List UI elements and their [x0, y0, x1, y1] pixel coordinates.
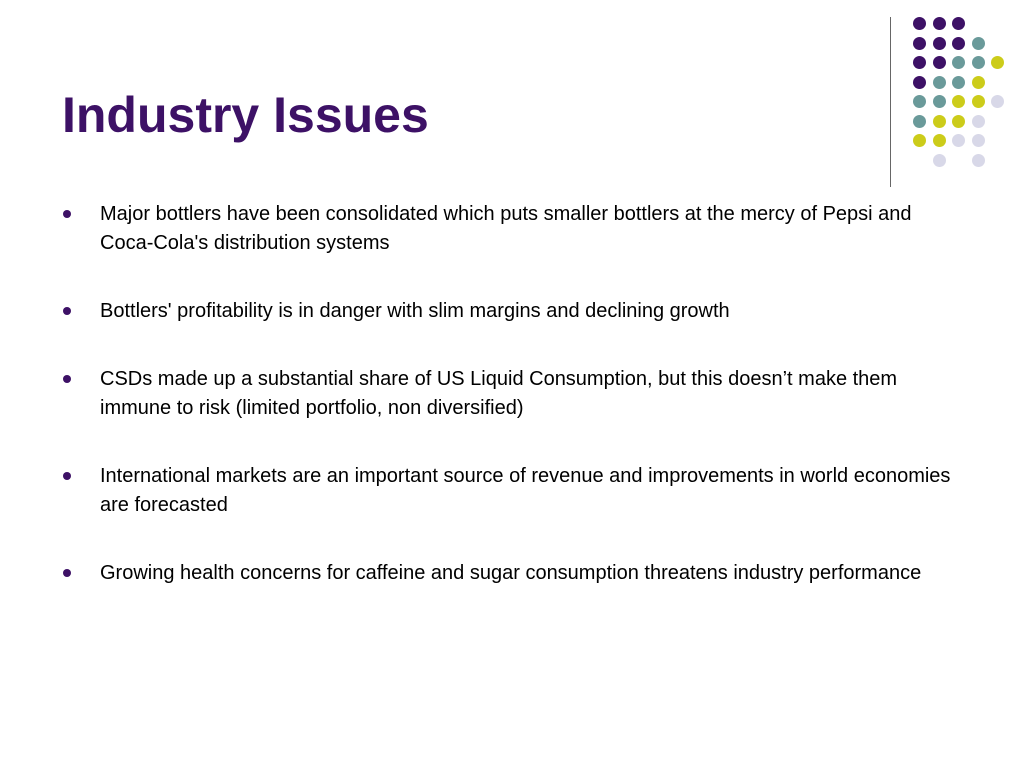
decorative-dot	[952, 76, 965, 89]
bullet-item: Bottlers' profitability is in danger wit…	[62, 297, 962, 326]
decorative-dot	[972, 134, 985, 147]
decorative-dot	[933, 154, 946, 167]
decorative-dot	[972, 95, 985, 108]
bullet-text: Growing health concerns for caffeine and…	[100, 562, 922, 584]
decorative-dot	[913, 95, 926, 108]
decorative-dot	[913, 76, 926, 89]
decorative-dot	[933, 17, 946, 30]
decorative-dot	[952, 56, 965, 69]
decorative-dot	[952, 115, 965, 128]
decorative-dot	[972, 56, 985, 69]
decorative-dot	[991, 95, 1004, 108]
decorative-dot	[972, 154, 985, 167]
bullet-item: International markets are an important s…	[62, 462, 962, 520]
decorative-dot	[933, 134, 946, 147]
decorative-dot	[933, 95, 946, 108]
decorative-dot	[952, 95, 965, 108]
decorative-dot	[913, 134, 926, 147]
decorative-dot	[972, 115, 985, 128]
bullet-icon	[63, 375, 71, 383]
decorative-dot	[972, 76, 985, 89]
decorative-dot	[933, 37, 946, 50]
decorative-dot	[952, 17, 965, 30]
bullet-item: Major bottlers have been consolidated wh…	[62, 200, 962, 258]
dot-grid-decoration	[0, 0, 1024, 200]
bullet-icon	[63, 472, 71, 480]
bullet-text: CSDs made up a substantial share of US L…	[100, 368, 898, 419]
decorative-dot	[913, 115, 926, 128]
decorative-dot	[913, 56, 926, 69]
decorative-dot	[913, 37, 926, 50]
bullet-icon	[63, 307, 71, 315]
decorative-dot	[972, 37, 985, 50]
decorative-dot	[933, 76, 946, 89]
decorative-dot	[991, 56, 1004, 69]
bullet-item: Growing health concerns for caffeine and…	[62, 559, 962, 588]
bullet-icon	[63, 210, 71, 218]
vertical-divider	[890, 17, 891, 187]
bullet-text: International markets are an important s…	[100, 465, 951, 516]
bullet-item: CSDs made up a substantial share of US L…	[62, 365, 962, 423]
bullet-list: Major bottlers have been consolidated wh…	[62, 200, 962, 627]
decorative-dot	[913, 17, 926, 30]
decorative-dot	[952, 37, 965, 50]
bullet-icon	[63, 569, 71, 577]
decorative-dot	[952, 134, 965, 147]
decorative-dot	[933, 56, 946, 69]
slide-title: Industry Issues	[62, 87, 429, 143]
bullet-text: Bottlers' profitability is in danger wit…	[100, 300, 730, 322]
decorative-dot	[933, 115, 946, 128]
bullet-text: Major bottlers have been consolidated wh…	[100, 203, 912, 254]
